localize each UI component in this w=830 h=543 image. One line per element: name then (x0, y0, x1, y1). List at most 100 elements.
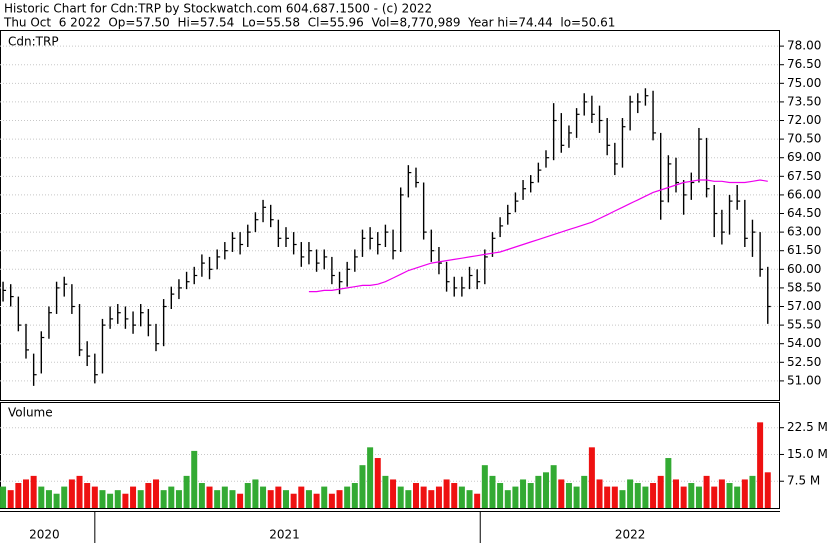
y-tick-label: 67.50 (787, 169, 821, 183)
volume-bar (53, 493, 60, 508)
y-tick-label: 15.0 M (787, 447, 828, 461)
volume-bar (642, 486, 649, 508)
volume-bar (451, 483, 458, 508)
y-tick-label: 63.00 (787, 225, 821, 239)
volume-bar (367, 447, 374, 508)
volume-bar (137, 490, 144, 508)
volume-bar (657, 475, 664, 508)
y-tick-label: 72.00 (787, 113, 821, 127)
y-tick-label: 22.5 M (787, 420, 828, 434)
volume-panel (0, 402, 780, 509)
volume-bar (405, 490, 412, 508)
volume-bar (550, 465, 557, 508)
volume-bar (474, 493, 481, 508)
volume-bar (305, 490, 312, 508)
volume-bar (757, 422, 764, 508)
volume-bar (23, 479, 29, 508)
volume-bar (741, 479, 748, 508)
volume-bar (382, 475, 389, 508)
volume-bar (665, 458, 672, 508)
volume-bar (351, 483, 358, 508)
volume-bar (604, 486, 611, 508)
y-tick-label: 76.50 (787, 57, 821, 71)
volume-bar (420, 486, 427, 508)
volume-bar (558, 479, 565, 508)
volume-bar (15, 483, 22, 508)
volume-bar (359, 465, 366, 508)
volume-bar (153, 479, 159, 508)
x-tick-label: 2020 (29, 528, 60, 542)
volume-bar (619, 490, 626, 508)
y-tick-label: 70.50 (787, 132, 821, 146)
volume-bar (283, 490, 289, 508)
volume-bar (237, 493, 244, 508)
y-tick-label: 66.00 (787, 187, 821, 201)
volume-bar (489, 475, 496, 508)
y-tick-label: 7.5 M (787, 474, 820, 488)
volume-bar (107, 493, 114, 508)
price-panel (0, 30, 780, 401)
volume-bar (497, 483, 504, 508)
volume-bar (428, 490, 435, 508)
y-tick-label: 69.00 (787, 150, 821, 164)
volume-bar (76, 475, 83, 508)
volume-bar (252, 479, 259, 508)
volume-bar (122, 493, 129, 508)
volume-bar (313, 493, 320, 508)
volume-bar (344, 486, 351, 508)
volume-bar (573, 486, 580, 508)
volume-bar (565, 483, 572, 508)
volume-bar (397, 486, 404, 508)
volume-bar (680, 486, 687, 508)
volume-bar (688, 483, 695, 508)
volume-bar (145, 483, 152, 508)
volume-bar (290, 493, 297, 508)
volume-bar (221, 486, 228, 508)
y-tick-label: 54.00 (787, 336, 821, 350)
volume-bar (30, 475, 37, 508)
y-tick-label: 58.50 (787, 280, 821, 294)
volume-bar (45, 490, 52, 508)
y-tick-label: 73.50 (787, 94, 821, 108)
volume-bar (512, 486, 519, 508)
volume-bar (61, 486, 68, 508)
volume-bar (374, 458, 381, 508)
y-tick-label: 64.50 (787, 206, 821, 220)
volume-bar (695, 486, 702, 508)
volume-bar (7, 490, 14, 508)
volume-bar (627, 479, 634, 508)
volume-bar (84, 483, 91, 508)
volume-bar (535, 475, 542, 508)
volume-bar (175, 490, 182, 508)
volume-bar (734, 486, 741, 508)
y-tick-label: 61.50 (787, 243, 821, 257)
y-tick-label: 52.50 (787, 355, 821, 369)
volume-bar (298, 486, 305, 508)
volume-bar (275, 486, 282, 508)
volume-bar (114, 490, 121, 508)
volume-bar (634, 483, 641, 508)
volume-bar (596, 479, 603, 508)
volume-bar (328, 493, 335, 508)
volume-bar (168, 486, 175, 508)
volume-bar (229, 490, 236, 508)
volume-bar (466, 490, 473, 508)
volume-bar (99, 490, 106, 508)
volume-bar (260, 486, 267, 508)
volume-bar (191, 450, 198, 508)
x-tick-label: 2022 (615, 528, 646, 542)
volume-bar (764, 472, 771, 508)
volume-bar (588, 447, 595, 508)
volume-bar (726, 483, 733, 508)
y-tick-label: 55.50 (787, 318, 821, 332)
volume-bar (198, 483, 205, 508)
volume-bar (435, 486, 442, 508)
volume-bar (267, 490, 274, 508)
y-tick-label: 60.00 (787, 262, 821, 276)
volume-bar (206, 486, 213, 508)
volume-bar (390, 479, 397, 508)
volume-bar (520, 479, 527, 508)
volume-bar (527, 483, 534, 508)
y-tick-label: 57.00 (787, 299, 821, 313)
